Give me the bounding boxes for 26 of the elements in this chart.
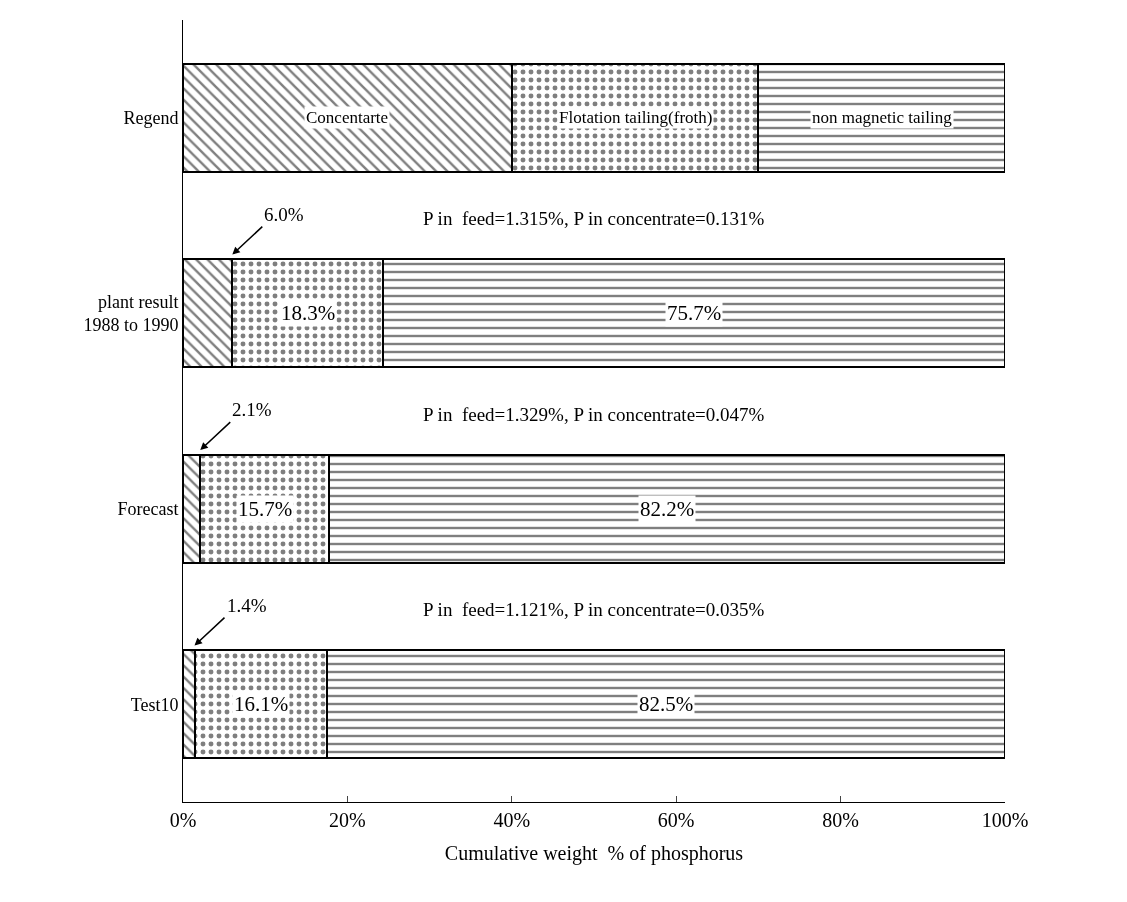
data-label: 16.1% xyxy=(234,692,289,716)
data-label: 18.3% xyxy=(281,301,336,325)
x-tick-label: 0% xyxy=(169,809,197,831)
x-tick-label: 20% xyxy=(329,809,366,831)
series-label: Flotation tailing(froth) xyxy=(559,108,713,127)
annotation: P in feed=1.329%, P in concentrate=0.047% xyxy=(423,404,765,425)
y-tick-label: Regend xyxy=(123,108,179,129)
x-axis-title: Cumulative weight % of phosphorus xyxy=(444,841,744,865)
y-tick-label: plant result 1988 to 1990 xyxy=(83,291,179,336)
y-tick-label: Forecast xyxy=(117,499,179,520)
x-tick-label: 40% xyxy=(493,809,531,831)
annotation: P in feed=1.315%, P in concentrate=0.131% xyxy=(423,208,765,229)
data-label: 82.5% xyxy=(639,692,694,716)
x-tick-label: 100% xyxy=(981,809,1029,831)
data-label: 6.0% xyxy=(264,204,304,225)
data-label: 1.4% xyxy=(227,595,267,616)
x-tick-label: 80% xyxy=(822,809,859,831)
series-label: Concentarte xyxy=(306,108,389,127)
data-label: 75.7% xyxy=(667,301,722,325)
data-label: 2.1% xyxy=(232,399,272,420)
series-label: non magnetic tailing xyxy=(812,108,953,127)
data-label: 15.7% xyxy=(238,497,293,521)
annotation: P in feed=1.121%, P in concentrate=0.035% xyxy=(423,599,765,620)
y-tick-label: Test10 xyxy=(130,694,179,715)
x-tick-label: 60% xyxy=(657,809,695,831)
data-label: 82.2% xyxy=(640,497,695,521)
